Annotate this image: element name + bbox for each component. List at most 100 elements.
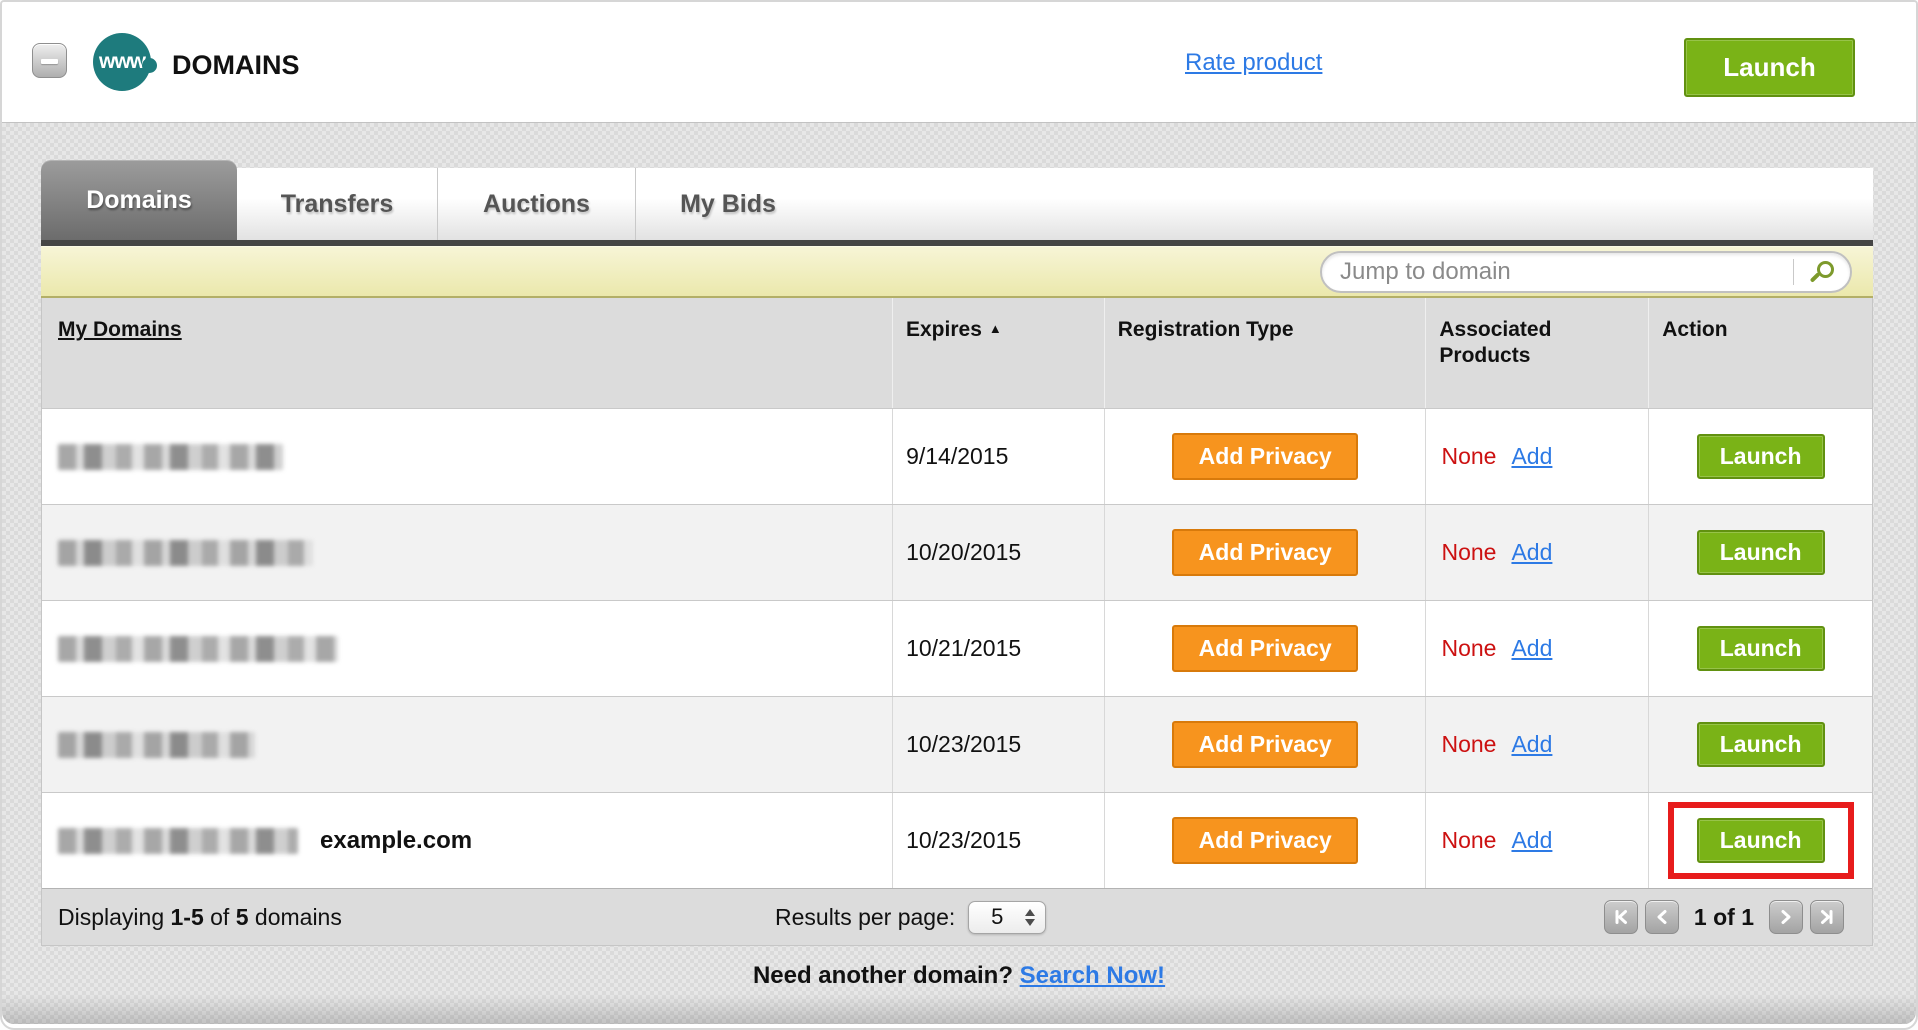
tab-auctions[interactable]: Auctions xyxy=(437,168,635,240)
associated-products-cell: None Add xyxy=(1425,601,1648,696)
content-panel: Domains Transfers Auctions My Bids My Do… xyxy=(41,160,1873,946)
expires-cell: 10/21/2015 xyxy=(892,601,1104,696)
domain-cell xyxy=(42,409,892,504)
action-cell: Launch xyxy=(1648,505,1872,600)
stepper-down-icon xyxy=(1025,918,1036,926)
associated-products-cell: None Add xyxy=(1425,697,1648,792)
search-now-link[interactable]: Search Now! xyxy=(1019,962,1166,989)
domain-name-redacted[interactable] xyxy=(58,443,283,470)
add-privacy-button[interactable]: Add Privacy xyxy=(1172,433,1359,480)
domain-cell xyxy=(42,601,892,696)
displaying-status: Displaying 1-5 of 5 domains xyxy=(58,889,342,945)
expires-date: 10/20/2015 xyxy=(906,539,1022,565)
results-per-page-select[interactable]: 5 xyxy=(968,900,1047,934)
my-domains-header-link[interactable]: My Domains xyxy=(58,318,182,341)
associated-products-cell: None Add xyxy=(1425,409,1648,504)
associated-products-value: None xyxy=(1441,539,1497,565)
action-cell: Launch xyxy=(1648,601,1872,696)
expires-cell: 10/23/2015 xyxy=(892,697,1104,792)
action-cell: Launch xyxy=(1648,409,1872,504)
add-product-link[interactable]: Add xyxy=(1511,731,1553,757)
results-per-page-label: Results per page: xyxy=(775,903,956,930)
jump-to-domain-box xyxy=(1320,250,1852,293)
add-privacy-button[interactable]: Add Privacy xyxy=(1172,529,1359,576)
displaying-total: 5 xyxy=(235,903,249,930)
add-product-link[interactable]: Add xyxy=(1511,827,1553,853)
launch-domain-button[interactable]: Launch xyxy=(1696,818,1825,863)
tab-divider-bar xyxy=(41,240,1873,246)
tab-my-bids[interactable]: My Bids xyxy=(635,168,820,240)
add-privacy-button[interactable]: Add Privacy xyxy=(1172,721,1359,768)
need-domain-prompt: Need another domain? xyxy=(752,962,1013,989)
page-title: DOMAINS xyxy=(172,50,300,80)
domain-cell xyxy=(42,505,892,600)
domains-table: My Domains Expires ▲ Registration Type As… xyxy=(41,298,1873,946)
action-cell: Launch xyxy=(1648,697,1872,792)
tabs: Domains Transfers Auctions My Bids xyxy=(41,160,820,240)
table-row: 10/23/2015 Add Privacy None Add Launch xyxy=(42,696,1872,792)
associated-products-value: None xyxy=(1441,731,1497,757)
launch-domain-button[interactable]: Launch xyxy=(1696,434,1825,479)
next-page-icon xyxy=(1781,910,1791,924)
launch-product-button[interactable]: Launch xyxy=(1684,38,1855,97)
previous-page-button[interactable] xyxy=(1644,900,1679,934)
expires-date: 10/23/2015 xyxy=(906,731,1022,757)
domain-name-redacted[interactable] xyxy=(58,731,255,758)
column-header-expires[interactable]: Expires ▲ xyxy=(892,298,1104,408)
registration-type-cell: Add Privacy xyxy=(1103,697,1426,792)
domain-cell xyxy=(42,697,892,792)
domain-name-redacted[interactable] xyxy=(58,827,298,854)
first-page-button[interactable] xyxy=(1603,900,1638,934)
associated-products-value: None xyxy=(1441,443,1497,469)
domain-name-redacted[interactable] xyxy=(58,635,338,662)
launch-domain-button[interactable]: Launch xyxy=(1696,626,1825,671)
expires-cell: 10/23/2015 xyxy=(892,793,1104,888)
domain-name-redacted[interactable] xyxy=(58,539,313,566)
action-cell: Launch xyxy=(1648,793,1872,888)
table-row: example.com 10/23/2015 Add Privacy None A… xyxy=(42,792,1872,888)
last-page-icon xyxy=(1821,910,1833,924)
expires-date: 10/21/2015 xyxy=(906,635,1022,661)
expires-header-label: Expires xyxy=(906,318,982,341)
tab-transfers[interactable]: Transfers xyxy=(237,168,437,240)
results-per-page: Results per page: 5 xyxy=(775,889,1047,945)
rate-product-link[interactable]: Rate product xyxy=(1185,49,1323,76)
need-another-domain: Need another domain? Search Now! xyxy=(2,962,1916,990)
associated-products-cell: None Add xyxy=(1425,793,1648,888)
launch-domain-button[interactable]: Launch xyxy=(1696,722,1825,767)
associated-products-cell: None Add xyxy=(1425,505,1648,600)
collapse-button[interactable] xyxy=(32,43,67,78)
jump-to-domain-input[interactable] xyxy=(1322,257,1793,286)
search-button[interactable] xyxy=(1794,253,1850,291)
displaying-prefix: Displaying xyxy=(58,903,171,930)
last-page-button[interactable] xyxy=(1810,900,1844,934)
table-header-row: My Domains Expires ▲ Registration Type As… xyxy=(42,298,1872,408)
search-icon xyxy=(1816,261,1834,278)
add-privacy-button[interactable]: Add Privacy xyxy=(1172,625,1359,672)
domain-annotation: example.com xyxy=(320,826,473,854)
search-bar xyxy=(41,246,1873,298)
previous-page-icon xyxy=(1657,910,1667,924)
add-product-link[interactable]: Add xyxy=(1511,443,1553,469)
expires-cell: 9/14/2015 xyxy=(892,409,1104,504)
next-page-button[interactable] xyxy=(1769,900,1803,934)
displaying-range: 1-5 xyxy=(170,903,204,930)
expires-date: 9/14/2015 xyxy=(906,443,1009,469)
minus-icon xyxy=(41,59,58,64)
tab-strip: Domains Transfers Auctions My Bids xyxy=(41,160,1873,240)
stepper-up-icon xyxy=(1025,908,1036,916)
add-product-link[interactable]: Add xyxy=(1511,635,1553,661)
www-icon-text: www xyxy=(98,50,146,73)
column-header-registration-type: Registration Type xyxy=(1103,298,1426,408)
expires-date: 10/23/2015 xyxy=(906,827,1022,853)
add-product-link[interactable]: Add xyxy=(1511,539,1553,565)
search-divider xyxy=(1793,258,1794,285)
widget-header: www DOMAINS Rate product Launch xyxy=(2,2,1916,122)
pagination: 1 of 1 xyxy=(1603,889,1844,945)
expires-cell: 10/20/2015 xyxy=(892,505,1104,600)
results-per-page-value: 5 xyxy=(991,904,1004,929)
tab-domains[interactable]: Domains xyxy=(41,160,237,240)
launch-domain-button[interactable]: Launch xyxy=(1696,530,1825,575)
add-privacy-button[interactable]: Add Privacy xyxy=(1172,817,1359,864)
